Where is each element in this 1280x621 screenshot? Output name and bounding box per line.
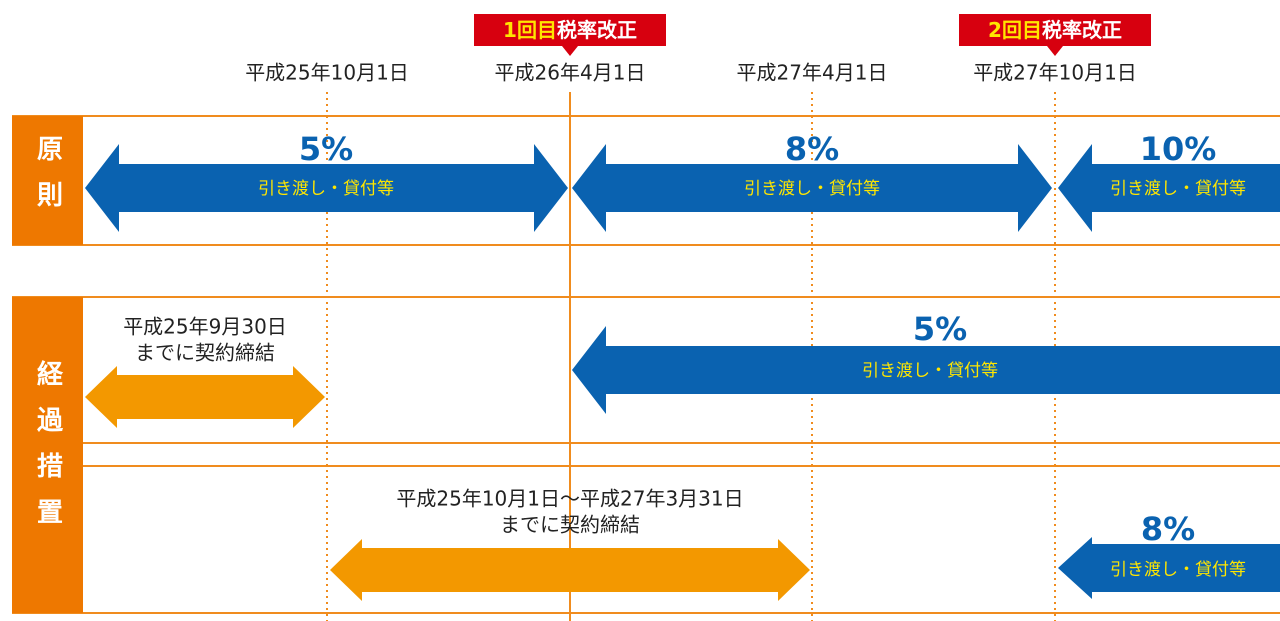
revision-ordinal: 2回目 (988, 18, 1042, 42)
note: 引き渡し・貸付等 (744, 179, 880, 199)
note: 引き渡し・貸付等 (258, 179, 394, 199)
revision-badge: 2回目税率改正 (959, 14, 1151, 56)
side-box (12, 116, 83, 245)
revision-label: 税率改正 (557, 18, 637, 42)
note: 引き渡し・貸付等 (862, 361, 998, 381)
contract-suffix: までに契約締結 (135, 341, 275, 365)
svg-text:1回目税率改正: 1回目税率改正 (503, 18, 637, 42)
revision-badge: 1回目税率改正 (474, 14, 666, 56)
row-lines (12, 115, 1280, 614)
rate: 10% (1140, 130, 1217, 168)
contract-period: 平成25年10月1日〜平成27年3月31日 (396, 487, 743, 511)
period-arrow (1058, 537, 1280, 599)
contract-period: 平成25年9月30日 (123, 315, 287, 339)
period-arrow (572, 144, 1052, 232)
rate: 5% (299, 130, 353, 168)
rate: 5% (913, 310, 967, 348)
side-label: 原則 (33, 135, 63, 227)
note: 引き渡し・貸付等 (1110, 179, 1246, 199)
side-box (12, 297, 83, 613)
side-label: 経過措置 (33, 359, 63, 544)
period-arrow (330, 539, 810, 601)
period-arrow (85, 144, 568, 232)
period-arrow (572, 326, 1280, 414)
date: 平成27年4月1日 (737, 61, 888, 85)
contract-suffix: までに契約締結 (500, 513, 640, 537)
period-arrow (1058, 144, 1280, 232)
svg-text:2回目税率改正: 2回目税率改正 (988, 18, 1122, 42)
revision-ordinal: 1回目 (503, 18, 557, 42)
note: 引き渡し・貸付等 (1110, 560, 1246, 580)
period-arrow (85, 366, 325, 428)
rate: 8% (785, 130, 839, 168)
date: 平成27年10月1日 (973, 61, 1137, 85)
rate: 8% (1141, 510, 1195, 548)
date: 平成26年4月1日 (495, 61, 646, 85)
revision-label: 税率改正 (1042, 18, 1122, 42)
date: 平成25年10月1日 (245, 61, 409, 85)
